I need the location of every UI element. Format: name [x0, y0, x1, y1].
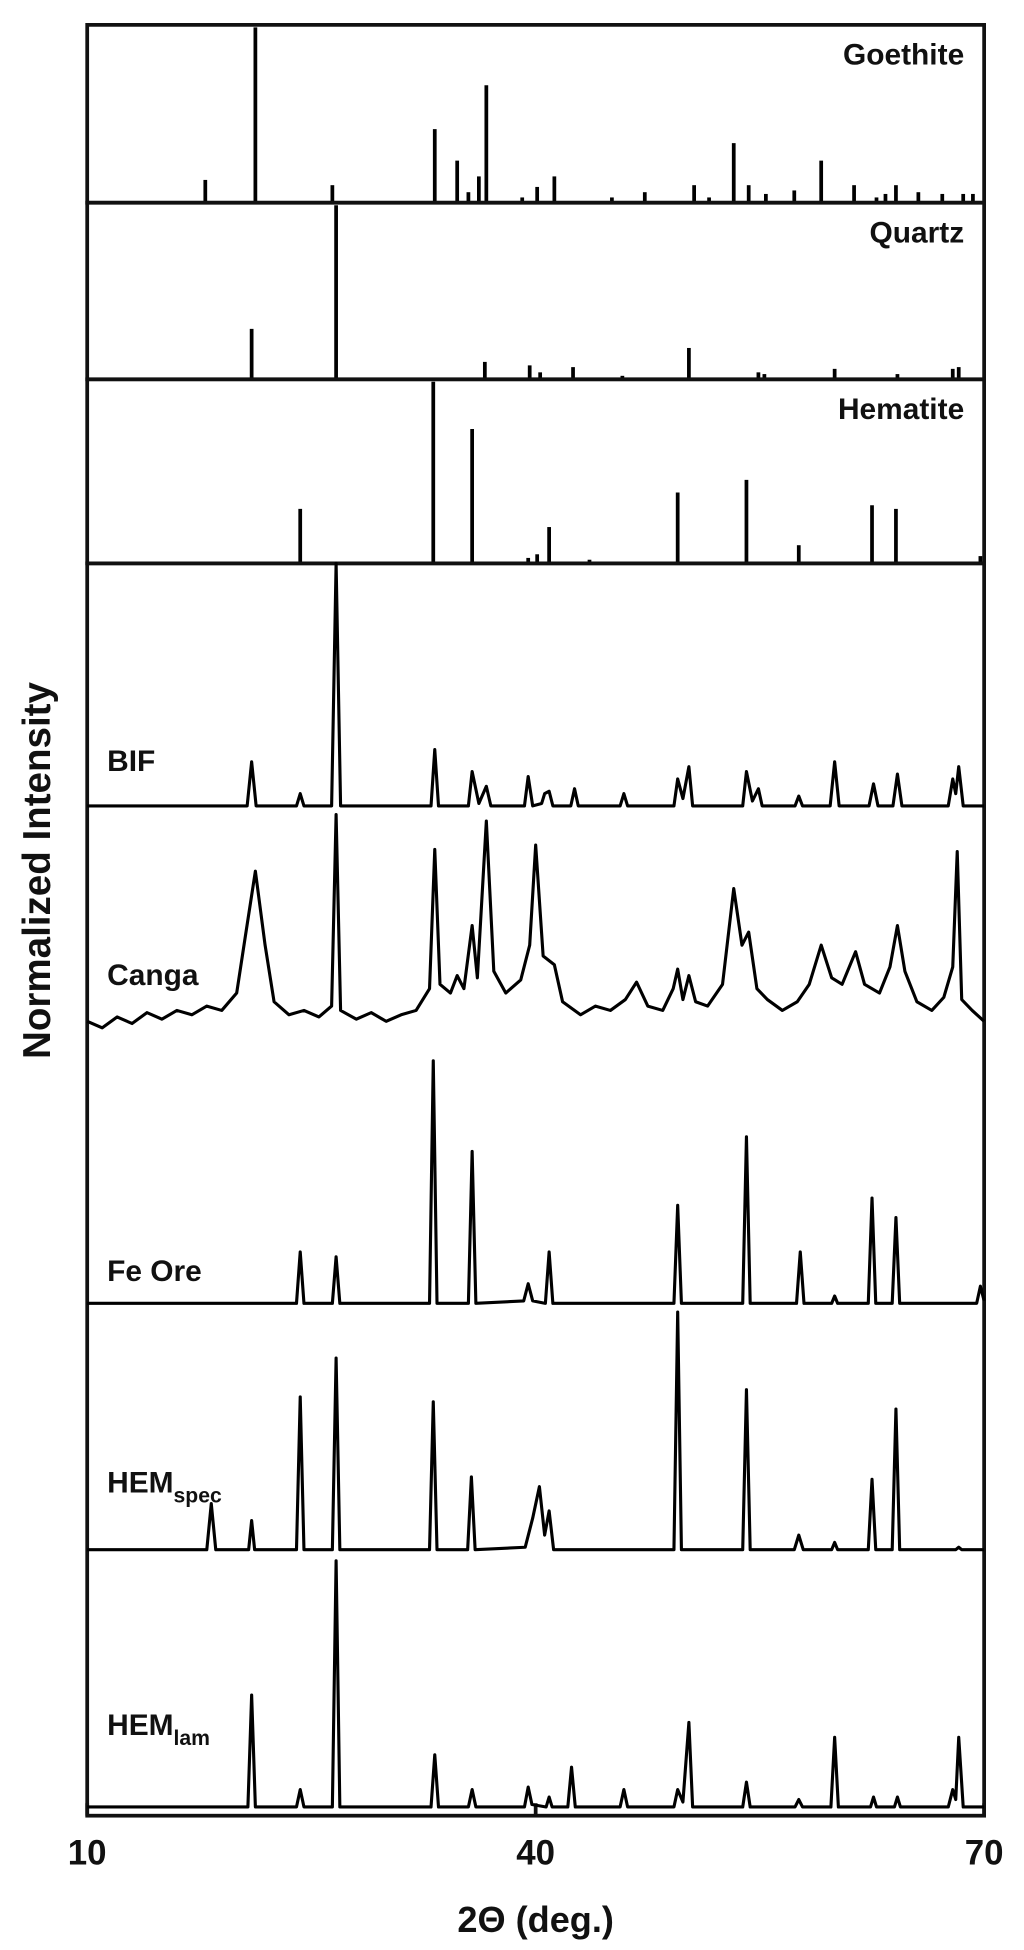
- x-axis-label: 2Θ (deg.): [457, 1899, 613, 1940]
- series-label: Canga: [107, 959, 199, 992]
- pattern-line: [87, 1059, 986, 1305]
- x-tick-label: 70: [965, 1834, 1004, 1873]
- x-tick-label: 40: [516, 1834, 555, 1873]
- pattern-line: [87, 561, 985, 808]
- series-name: Canga: [107, 959, 199, 992]
- series-label: Fe Ore: [107, 1255, 202, 1288]
- reference-label: Quartz: [870, 217, 965, 250]
- series-name: HEM: [107, 1466, 173, 1499]
- series-name: BIF: [107, 745, 155, 778]
- main-panel-frame: [85, 561, 987, 1818]
- reference-panel-frame: [85, 200, 987, 382]
- series-subscript: spec: [174, 1484, 222, 1507]
- reference-label: Hematite: [838, 393, 964, 426]
- series-name: Fe Ore: [107, 1255, 202, 1288]
- y-axis-label: Normalized Intensity: [16, 682, 59, 1060]
- x-tick-label: 10: [68, 1834, 107, 1873]
- series-label: HEMspec: [107, 1466, 222, 1507]
- pattern-line: [86, 813, 986, 1030]
- reference-label: Goethite: [843, 39, 964, 72]
- pattern-line: [87, 1310, 985, 1552]
- series-subscript: lam: [174, 1727, 210, 1750]
- series-name: HEM: [107, 1709, 173, 1742]
- series-label: HEMlam: [107, 1709, 210, 1750]
- pattern-line: [87, 1559, 985, 1809]
- series-label: BIF: [107, 745, 155, 778]
